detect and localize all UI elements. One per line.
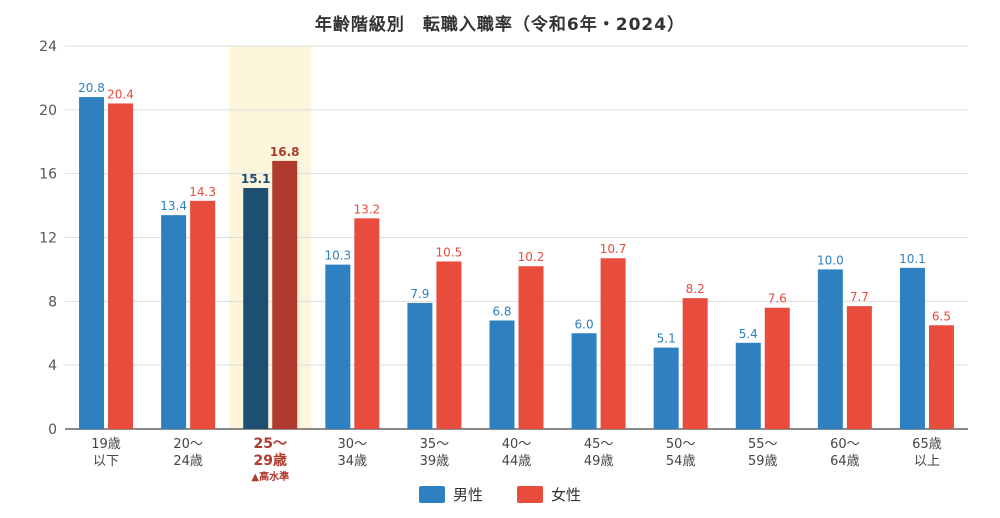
y-tick-label: 16 [39, 167, 57, 183]
data-label: 20.4 [107, 87, 134, 101]
bar-female[interactable] [436, 261, 462, 429]
bar-male[interactable] [243, 188, 269, 429]
data-label: 6.0 [575, 317, 594, 331]
data-label: 13.4 [160, 199, 187, 213]
bar-male[interactable] [817, 269, 843, 429]
x-tick-label: 34歳 [338, 454, 368, 469]
x-tick-label: 49歳 [584, 454, 614, 469]
legend-label-male: 男性 [452, 486, 483, 504]
bar-female[interactable] [764, 307, 790, 429]
bar-male[interactable] [407, 302, 433, 429]
bar-male[interactable] [735, 342, 761, 429]
x-tick-label: 40〜 [502, 437, 532, 452]
data-label: 10.0 [817, 253, 844, 267]
bar-male[interactable] [899, 267, 925, 429]
data-label: 20.8 [78, 81, 105, 95]
x-tick-label: 30〜 [338, 437, 368, 452]
data-label: 5.1 [657, 332, 676, 346]
x-tick-label: 60〜 [830, 437, 860, 452]
data-label: 10.1 [899, 252, 926, 266]
chart-title: 年齢階級別 転職入職率（令和6年・2024） [314, 15, 686, 35]
y-tick-label: 12 [39, 231, 57, 247]
bar-male[interactable] [489, 320, 515, 429]
data-label: 10.2 [518, 250, 545, 264]
x-tick-label: 24歳 [173, 454, 203, 469]
bar-female[interactable] [518, 266, 544, 429]
y-tick-label: 4 [48, 358, 57, 374]
data-label: 7.9 [410, 287, 429, 301]
y-tick-label: 24 [39, 39, 57, 55]
data-label: 7.6 [768, 292, 787, 306]
x-tick-label: 以上 [914, 454, 940, 469]
x-tick-label: 45〜 [584, 437, 614, 452]
x-tick-label: 55〜 [748, 437, 778, 452]
bar-male[interactable] [325, 264, 351, 429]
data-label: 10.3 [324, 249, 351, 263]
data-label: 16.8 [270, 145, 300, 159]
bar-male[interactable] [571, 333, 597, 429]
x-tick-label: 44歳 [502, 454, 532, 469]
data-label: 5.4 [739, 327, 758, 341]
bar-male[interactable] [161, 215, 187, 429]
bar-female[interactable] [682, 298, 708, 429]
bar-female[interactable] [108, 103, 134, 429]
x-tick-label: 以下 [93, 454, 119, 469]
x-tick-label: 50〜 [666, 437, 696, 452]
data-label: 14.3 [189, 185, 216, 199]
x-tick-label: 64歳 [830, 454, 860, 469]
x-tick-label: 35〜 [420, 437, 450, 452]
x-tick-label: 29歳 [253, 452, 286, 469]
y-tick-label: 0 [48, 422, 57, 438]
bar-female[interactable] [600, 258, 626, 429]
x-tick-label: 25〜 [253, 436, 286, 452]
data-label: 13.2 [353, 202, 380, 216]
data-label: 10.5 [436, 245, 463, 259]
data-label: 10.7 [600, 242, 627, 256]
x-tick-label: 59歳 [748, 454, 778, 469]
bar-male[interactable] [79, 97, 105, 430]
legend-swatch-female [517, 486, 543, 503]
legend-swatch-male [418, 486, 445, 503]
x-tick-label: 39歳 [420, 454, 450, 469]
y-tick-label: 20 [39, 103, 57, 119]
highlight-note: ▲高水準 [251, 470, 289, 483]
legend-item-male[interactable]: 男性 [418, 484, 483, 505]
x-tick-label: 65歳 [912, 437, 942, 452]
x-tick-label: 54歳 [666, 454, 696, 469]
bar-female[interactable] [354, 218, 380, 429]
y-tick-label: 8 [48, 294, 57, 310]
data-label: 7.7 [850, 290, 869, 304]
bar-female[interactable] [928, 325, 954, 429]
bar-female[interactable] [190, 200, 216, 429]
data-label: 6.8 [492, 304, 511, 318]
x-tick-label: 20〜 [173, 437, 203, 452]
legend-item-female[interactable]: 女性 [517, 484, 581, 505]
x-tick-label: 19歳 [91, 437, 121, 452]
data-label: 15.1 [241, 172, 271, 186]
data-label: 6.5 [932, 309, 951, 323]
bar-male[interactable] [653, 347, 679, 429]
bar-female[interactable] [846, 306, 872, 429]
legend-label-female: 女性 [551, 486, 582, 504]
data-label: 8.2 [686, 282, 705, 296]
bar-female[interactable] [272, 160, 298, 429]
chart-legend: 男性 女性 [0, 484, 1000, 505]
